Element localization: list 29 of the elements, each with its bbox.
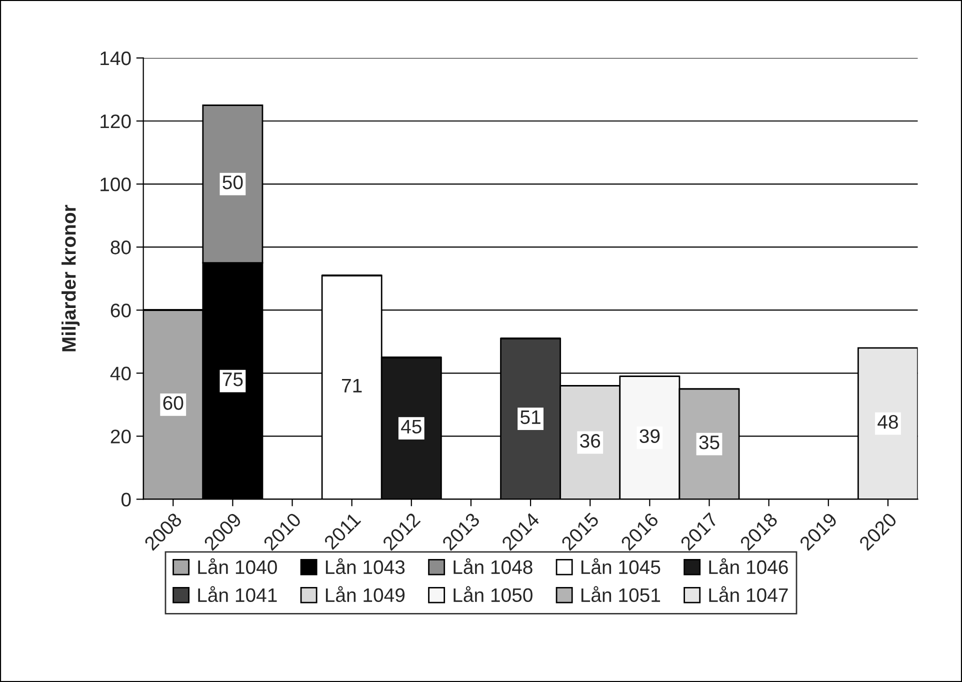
data-label: 51	[520, 410, 540, 424]
y-tick-label: 140	[100, 51, 131, 66]
data-label: 39	[640, 429, 660, 443]
data-label: 60	[163, 396, 184, 410]
y-tick-label: 120	[100, 114, 131, 128]
legend-label: Lån 1046	[709, 558, 788, 574]
legend-label: Lån 1041	[198, 586, 277, 602]
data-label: 48	[878, 415, 898, 429]
y-tick-label: 0	[121, 492, 131, 506]
legend-label: Lån 1050	[454, 586, 532, 602]
legend-label: Lån 1051	[581, 586, 660, 602]
data-label: 71	[342, 378, 362, 392]
legend-label: Lån 1047	[709, 586, 788, 602]
data-label: 45	[401, 420, 422, 434]
y-axis-title: Miljarder kronor	[62, 204, 80, 352]
legend-label: Lån 1049	[326, 586, 405, 602]
y-tick-label: 20	[110, 430, 131, 444]
y-tick-label: 40	[110, 366, 131, 380]
data-label: 35	[699, 436, 720, 450]
legend-label: Lån 1045	[581, 558, 660, 574]
data-label: 50	[222, 175, 243, 190]
y-tick-label: 100	[100, 178, 131, 192]
legend-label: Lån 1040	[198, 558, 277, 574]
legend-label: Lån 1043	[326, 558, 405, 574]
data-label: 75	[222, 372, 243, 386]
y-tick-label: 80	[110, 240, 131, 254]
legend-label: Lån 1048	[454, 558, 532, 574]
y-tick-label: 60	[110, 304, 131, 318]
data-label: 36	[580, 434, 600, 448]
